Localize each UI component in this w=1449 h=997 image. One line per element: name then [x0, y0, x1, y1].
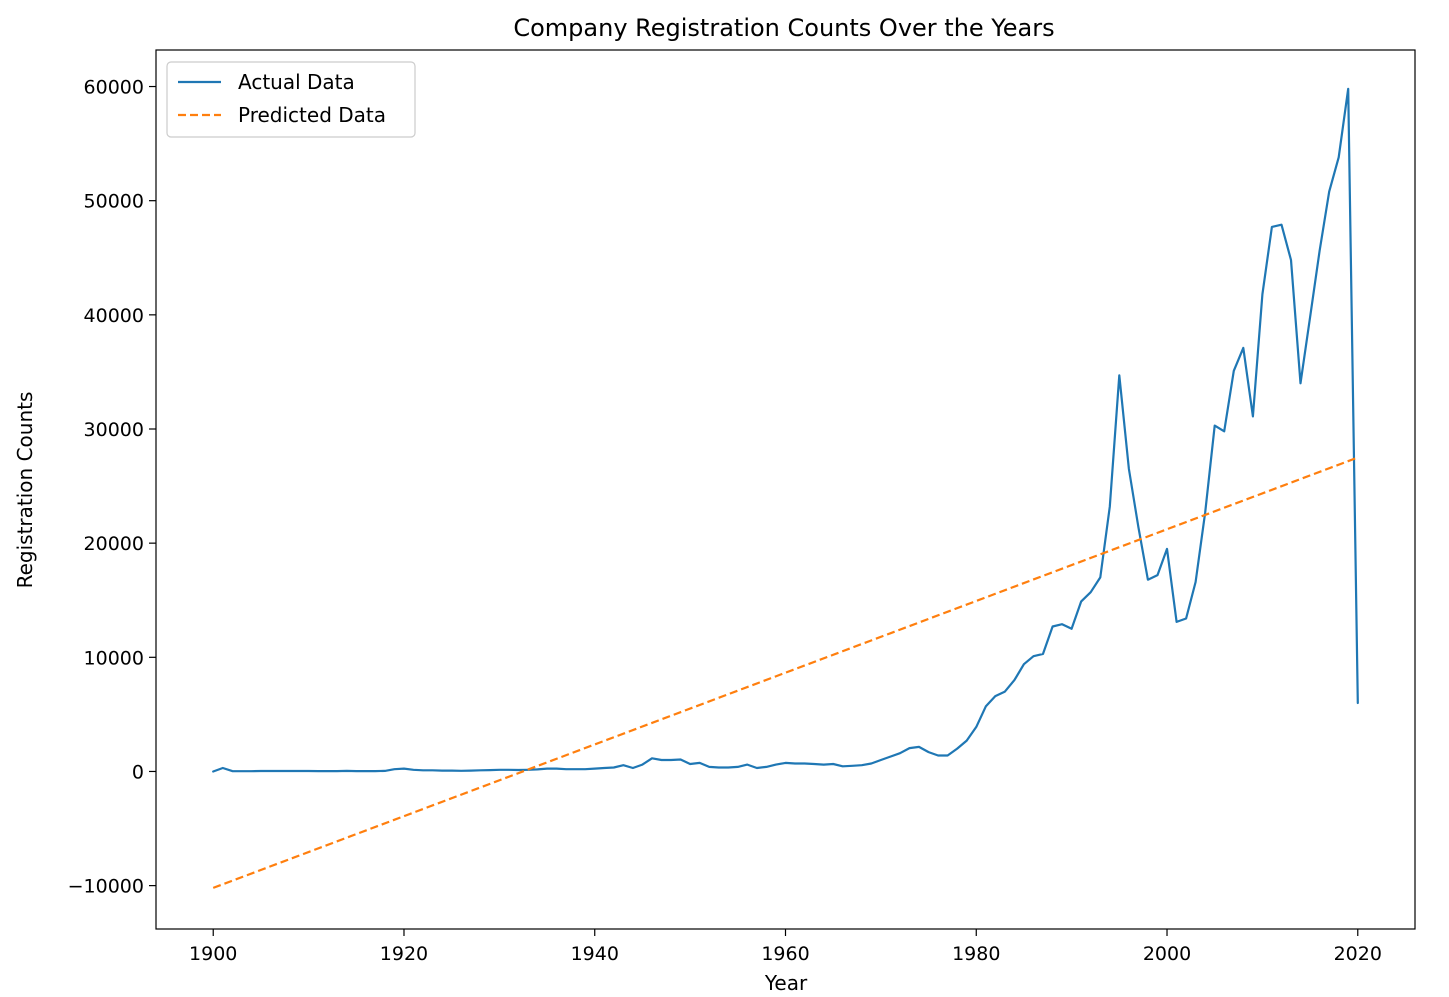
y-tick-label: 10000: [84, 647, 144, 669]
legend: Actual Data Predicted Data: [166, 61, 416, 138]
x-tick-label: 1920: [380, 943, 428, 965]
x-tick-label: 1900: [189, 943, 237, 965]
y-tick-label: 40000: [84, 305, 144, 327]
y-tick-label: 20000: [84, 533, 144, 555]
plot-frame: [155, 49, 1416, 930]
x-tick-label: 2000: [1143, 943, 1191, 965]
series-line-1: [212, 87, 1359, 773]
y-tick-label: −10000: [68, 876, 144, 898]
y-tick-label: 30000: [84, 419, 144, 441]
x-axis-ticks: 1900 1920 1940 1960 1980 2000 2020: [189, 929, 1382, 965]
x-tick-label: 2020: [1334, 943, 1382, 965]
x-tick-label: 1940: [571, 943, 619, 965]
x-tick-label: 1980: [952, 943, 1000, 965]
series-layer: [212, 87, 1359, 889]
legend-box: [166, 61, 416, 138]
series-line-2: [212, 456, 1359, 889]
y-tick-label: 60000: [84, 77, 144, 99]
y-tick-label: 50000: [84, 191, 144, 213]
legend-label-1: Actual Data: [238, 70, 355, 94]
chart-title: Company Registration Counts Over the Yea…: [513, 14, 1054, 42]
y-axis-label: Registration Counts: [13, 392, 37, 589]
y-tick-label: 0: [132, 761, 144, 783]
x-axis-label: Year: [764, 971, 808, 995]
legend-label-2: Predicted Data: [238, 103, 386, 127]
x-tick-label: 1960: [761, 943, 809, 965]
y-axis-ticks: −10000 0 10000 20000 30000 40000 50000 60000: [68, 77, 156, 898]
